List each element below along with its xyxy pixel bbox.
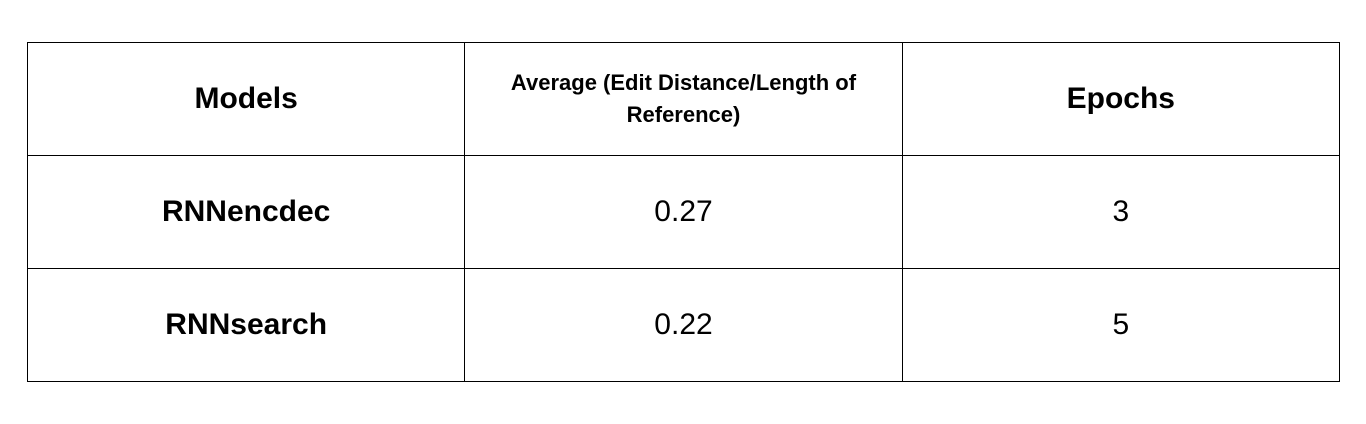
model-name-cell: RNNencdec (26, 155, 466, 269)
table-row: RNNencdec 0.27 3 (26, 155, 1341, 269)
header-models: Models (26, 42, 466, 156)
results-table: Models Average (Edit Distance/Length of … (26, 42, 1341, 382)
average-value-cell: 0.22 (464, 268, 903, 382)
header-epochs: Epochs (901, 42, 1341, 156)
epochs-value-cell: 3 (901, 155, 1341, 269)
table-header-row: Models Average (Edit Distance/Length of … (26, 42, 1341, 156)
table-row: RNNsearch 0.22 5 (26, 268, 1341, 382)
epochs-value-cell: 5 (901, 268, 1341, 382)
header-average: Average (Edit Distance/Length of Referen… (464, 42, 903, 156)
average-value-cell: 0.27 (464, 155, 903, 269)
model-name-cell: RNNsearch (26, 268, 466, 382)
